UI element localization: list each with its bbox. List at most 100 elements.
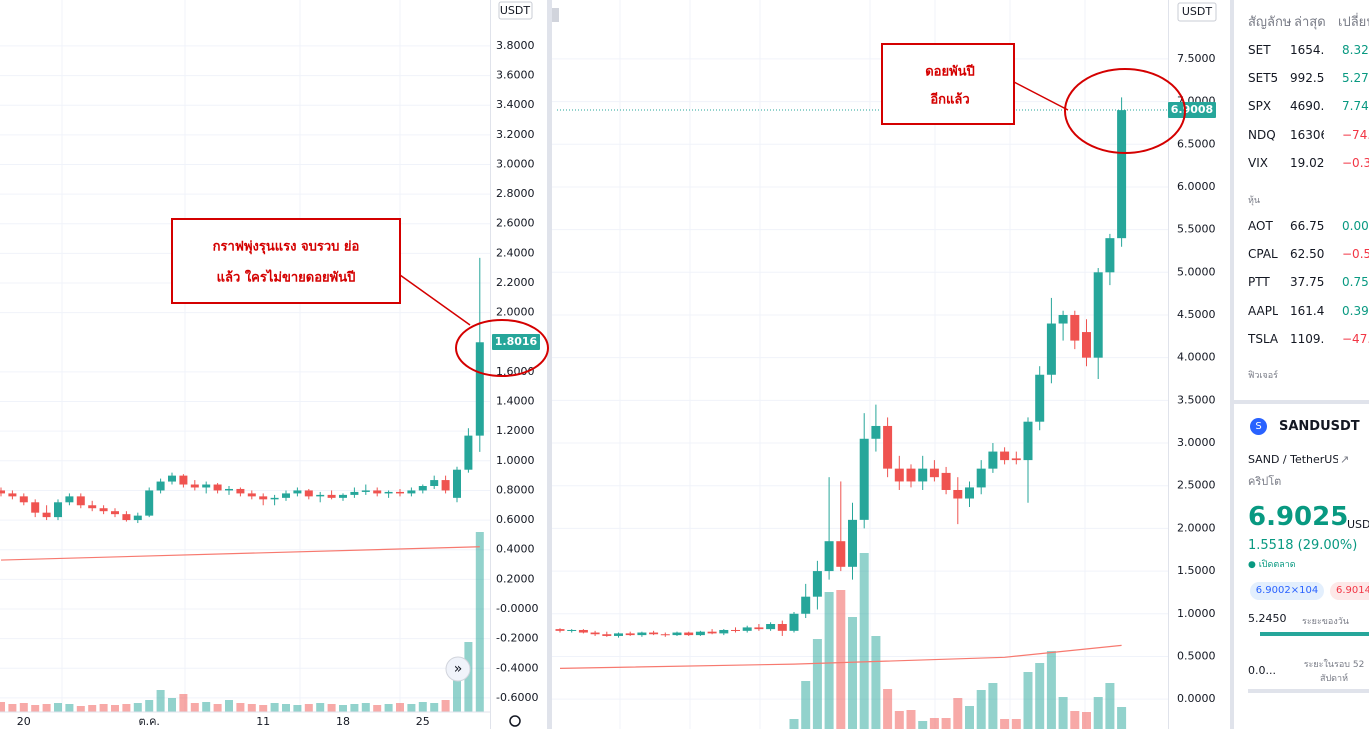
watchlist-symbol[interactable]: CPALL <box>1248 247 1278 262</box>
candle-body <box>684 632 694 636</box>
volume-bar <box>19 703 28 712</box>
axis-border <box>490 0 491 729</box>
watchlist-change: 0.75 <box>1342 275 1369 290</box>
candle-body <box>236 488 245 494</box>
candle-body <box>766 624 776 630</box>
candle-body <box>941 472 951 490</box>
volume-bar <box>396 703 404 712</box>
volume-bar <box>1000 719 1010 729</box>
watchlist-symbol[interactable]: SET <box>1248 43 1271 57</box>
volume-bar <box>929 718 939 729</box>
y-tick-label: 2.2000 <box>496 276 535 289</box>
candle-body <box>637 632 647 636</box>
watchlist-last: 4690.6 <box>1290 99 1324 114</box>
candle-body <box>225 488 233 491</box>
y-tick-label: 1.4000 <box>496 395 535 408</box>
x-tick-label: 11 <box>256 715 270 728</box>
candle-body <box>418 486 427 491</box>
candle-body <box>1023 421 1033 461</box>
watchlist-symbol[interactable]: VIX <box>1248 155 1268 170</box>
watchlist-symbol[interactable]: AOT <box>1248 219 1273 233</box>
week52-label: ระยะในรอบ 52 สัปดาห์ <box>1303 660 1365 684</box>
candle-body <box>350 491 359 495</box>
candle-body <box>1070 314 1080 341</box>
volume-bar <box>965 706 974 729</box>
volume-bar <box>31 705 40 712</box>
candle-body <box>965 487 974 499</box>
x-tick-label: ต.ค. <box>138 715 160 728</box>
volume-bar <box>1070 711 1080 729</box>
candle-body <box>111 511 119 515</box>
currency-box[interactable] <box>1177 2 1217 22</box>
candle-body <box>953 489 963 499</box>
candle-body <box>8 493 17 497</box>
watchlist-change: 0.00 <box>1342 219 1369 233</box>
candle-body <box>625 633 635 636</box>
symbol[interactable]: SANDUSDT <box>1279 419 1360 434</box>
volume-bar <box>122 704 131 712</box>
day-low: 5.2450 <box>1248 612 1287 625</box>
last-price-tag <box>492 334 540 351</box>
external-link-icon[interactable]: ↗ <box>1340 453 1350 466</box>
candle-body <box>1035 374 1045 422</box>
watchlist-symbol[interactable]: TSLA <box>1248 331 1278 346</box>
charts: USDT USDT » กราฟพุ่งรุนแรง จบรวบ ย่อ แล้… <box>0 0 1217 729</box>
volume-bar <box>202 702 211 712</box>
watchlist-symbol[interactable]: PTT <box>1248 275 1270 290</box>
volume-bar <box>168 698 176 712</box>
currency-box[interactable] <box>498 1 533 20</box>
watchlist-symbol[interactable]: NDQ <box>1248 127 1276 142</box>
candle-body <box>988 451 998 469</box>
watchlist-symbol[interactable]: AAPL <box>1248 303 1278 318</box>
volume-bar <box>384 704 393 712</box>
volume-bar <box>1093 697 1103 729</box>
volume-bar <box>824 592 834 729</box>
y-tick-label: 6.0000 <box>1177 180 1216 193</box>
watchlist-panel: สัญลักษณ์ล่าสุด เปลี่ยนแปลง SET 1654.7 8.32 S… <box>1230 0 1369 729</box>
column-header[interactable]: เปลี่ยนแปลง <box>1338 15 1369 30</box>
volume-bar <box>430 703 439 712</box>
pane-separator <box>547 0 552 729</box>
watchlist-change: −0.35 <box>1342 155 1369 170</box>
volume-bar <box>304 704 313 712</box>
candle-body <box>742 627 752 631</box>
volume-bar <box>8 704 17 712</box>
scroll-button[interactable] <box>445 656 471 682</box>
y-tick-label: -0.6000 <box>496 691 538 704</box>
watchlist-symbol[interactable]: SPX <box>1248 99 1272 114</box>
watchlist-last: 37.75 <box>1290 275 1324 290</box>
candle-body <box>976 468 986 488</box>
annotation-arrow <box>1013 81 1069 111</box>
candle-body <box>929 468 939 478</box>
candle-body <box>19 496 28 503</box>
column-header[interactable]: สัญลักษณ์ <box>1248 15 1292 30</box>
watchlist-change: −74.2 <box>1342 127 1369 142</box>
watchlist-symbol[interactable]: SET50 <box>1248 71 1278 86</box>
y-tick-label: 1.6000 <box>496 365 535 378</box>
volume-bar <box>1046 651 1056 729</box>
volume-bar <box>475 532 484 712</box>
candle-body <box>578 629 588 633</box>
column-header[interactable]: ล่าสุด <box>1294 15 1326 30</box>
watchlist-change: 8.32 <box>1342 43 1369 57</box>
y-tick-label: 4.5000 <box>1177 308 1216 321</box>
candle-body <box>133 515 142 521</box>
candle-body <box>190 484 199 488</box>
settings-icon[interactable] <box>509 715 521 727</box>
last-price-label: 1.8016 <box>495 335 538 348</box>
volume-bar <box>976 690 986 729</box>
y-tick-label: 2.0000 <box>496 306 535 319</box>
y-tick-label: 0.2000 <box>496 572 535 585</box>
candle-body <box>707 631 717 634</box>
annotation-circle <box>455 319 549 377</box>
watchlist-last: 19.02 <box>1290 155 1324 170</box>
candle-body <box>327 494 336 498</box>
candle-body <box>1105 238 1115 273</box>
candle-body <box>168 475 176 482</box>
candle-body <box>719 629 729 634</box>
y-tick-label: 0.8000 <box>496 483 535 496</box>
y-tick-label: 1.2000 <box>496 424 535 437</box>
candle-body <box>695 631 705 636</box>
symbol-change: 1.5518 (29.00%) <box>1248 538 1358 553</box>
volume-bar <box>316 703 325 712</box>
